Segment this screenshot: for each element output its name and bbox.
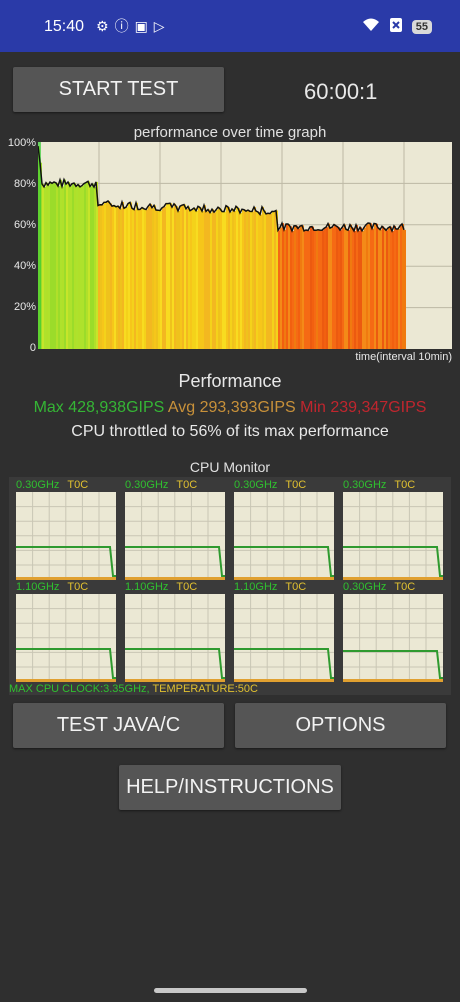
core-frequency: 1.10GHz	[234, 581, 278, 593]
core-temp-bar	[125, 577, 225, 580]
core-temp-bar	[234, 577, 334, 580]
y-tick-label: 0	[29, 342, 36, 354]
status-bar: 15:40 ⚙ ⓘ ▣ ▷ 55	[0, 0, 460, 52]
core-frequency: 0.30GHz	[125, 479, 169, 491]
core-graph	[16, 594, 116, 682]
y-tick-label: 20%	[13, 301, 36, 313]
core-graph-svg	[125, 492, 225, 580]
core-load-line	[234, 648, 334, 679]
throttle-text: CPU throttled to 56% of its max performa…	[71, 423, 389, 440]
core-load-line	[16, 546, 116, 577]
status-left-icons: ⚙ ⓘ ▣ ▷	[96, 19, 165, 33]
y-tick-label: 60%	[13, 219, 36, 231]
core-graph-svg	[125, 594, 225, 682]
performance-graph	[37, 142, 452, 349]
max-gips: Max 428,938GIPS	[33, 399, 165, 416]
y-tick-label: 100%	[7, 137, 36, 149]
cpu-monitor-title: CPU Monitor	[189, 459, 271, 475]
core-temperature: T0C	[176, 479, 198, 491]
status-right-icons: 55	[362, 18, 432, 35]
core-label: 0.30GHz T0C	[343, 479, 415, 491]
y-tick-label: 80%	[13, 178, 36, 190]
core-temp-bar	[234, 679, 334, 682]
core-frequency: 1.10GHz	[16, 581, 60, 593]
test-timer: 60:00:1	[304, 79, 378, 104]
core-load-line	[343, 546, 443, 577]
core-frequency: 0.30GHz	[234, 479, 278, 491]
settings-icon: ⚙	[96, 18, 109, 34]
core-graph-svg	[234, 594, 334, 682]
performance-graph-svg	[37, 142, 452, 349]
graph-x-caption: time(interval 10min)	[355, 351, 452, 363]
info-icon: ⓘ	[114, 18, 129, 34]
options-button[interactable]: OPTIONS	[235, 703, 446, 748]
start-test-button[interactable]: START TEST	[13, 67, 224, 112]
core-temp-bar	[125, 679, 225, 682]
core-label: 1.10GHz T0C	[125, 581, 197, 593]
core-graph	[343, 594, 443, 682]
core-label: 1.10GHz T0C	[16, 581, 88, 593]
core-label: 0.30GHz T0C	[343, 581, 415, 593]
core-frequency: 0.30GHz	[343, 581, 387, 593]
core-label: 1.10GHz T0C	[234, 581, 306, 593]
wifi-icon	[362, 18, 380, 35]
core-graph-svg	[234, 492, 334, 580]
performance-line	[37, 146, 405, 233]
core-frequency: 1.10GHz	[125, 581, 169, 593]
core-load-line	[125, 648, 225, 679]
graph-title: performance over time graph	[133, 124, 327, 141]
core-frequency: 0.30GHz	[16, 479, 60, 491]
core-load-line	[125, 546, 225, 577]
core-temp-bar	[343, 577, 443, 580]
performance-stats: Max 428,938GIPS Avg 293,393GIPS Min 239,…	[0, 399, 460, 417]
core-temp-bar	[16, 679, 116, 682]
play-icon: ▷	[153, 18, 165, 34]
avg-gips: Avg 293,393GIPS	[167, 399, 296, 416]
core-temperature: T0C	[176, 581, 198, 593]
core-graph	[234, 594, 334, 682]
sim-off-icon	[389, 18, 402, 35]
core-temperature: T0C	[285, 581, 307, 593]
core-graph	[16, 492, 116, 580]
core-temperature: T0C	[394, 479, 416, 491]
core-label: 0.30GHz T0C	[16, 479, 88, 491]
test-java-c-button[interactable]: TEST JAVA/C	[13, 703, 224, 748]
game-icon: ▣	[134, 18, 148, 34]
cpu-monitor-panel: 0.30GHz T0C 0.30GHz T0C 0.30GHz T0C 0.30GHz T0C…	[9, 477, 451, 695]
core-frequency: 0.30GHz	[343, 479, 387, 491]
core-load-line	[343, 650, 443, 679]
min-gips: Min 239,347GIPS	[300, 399, 427, 416]
core-temp-bar	[16, 577, 116, 580]
cpu-max-clock: MAX CPU CLOCK:3.35GHz,	[9, 683, 150, 695]
core-graph	[343, 492, 443, 580]
home-indicator[interactable]	[154, 988, 307, 993]
core-graph-svg	[16, 594, 116, 682]
core-graph	[234, 492, 334, 580]
core-label: 0.30GHz T0C	[125, 479, 197, 491]
core-temperature: T0C	[67, 479, 89, 491]
core-graph	[125, 492, 225, 580]
core-graph-svg	[343, 594, 443, 682]
core-graph-svg	[343, 492, 443, 580]
core-temperature: T0C	[285, 479, 307, 491]
battery-icon: 55	[411, 19, 432, 34]
core-temp-bar	[343, 679, 443, 682]
performance-title: Performance	[178, 371, 282, 391]
core-temperature: T0C	[67, 581, 89, 593]
cpu-temperature: TEMPERATURE:50C	[149, 683, 258, 695]
status-time: 15:40	[44, 18, 85, 35]
core-load-line	[16, 648, 116, 679]
cpu-footer: MAX CPU CLOCK:3.35GHz, TEMPERATURE:50C	[9, 683, 258, 695]
core-temperature: T0C	[394, 581, 416, 593]
core-label: 0.30GHz T0C	[234, 479, 306, 491]
core-load-line	[234, 546, 334, 577]
core-graph	[125, 594, 225, 682]
core-graph-svg	[16, 492, 116, 580]
y-tick-label: 40%	[13, 260, 36, 272]
help-instructions-button[interactable]: HELP/INSTRUCTIONS	[119, 765, 341, 810]
